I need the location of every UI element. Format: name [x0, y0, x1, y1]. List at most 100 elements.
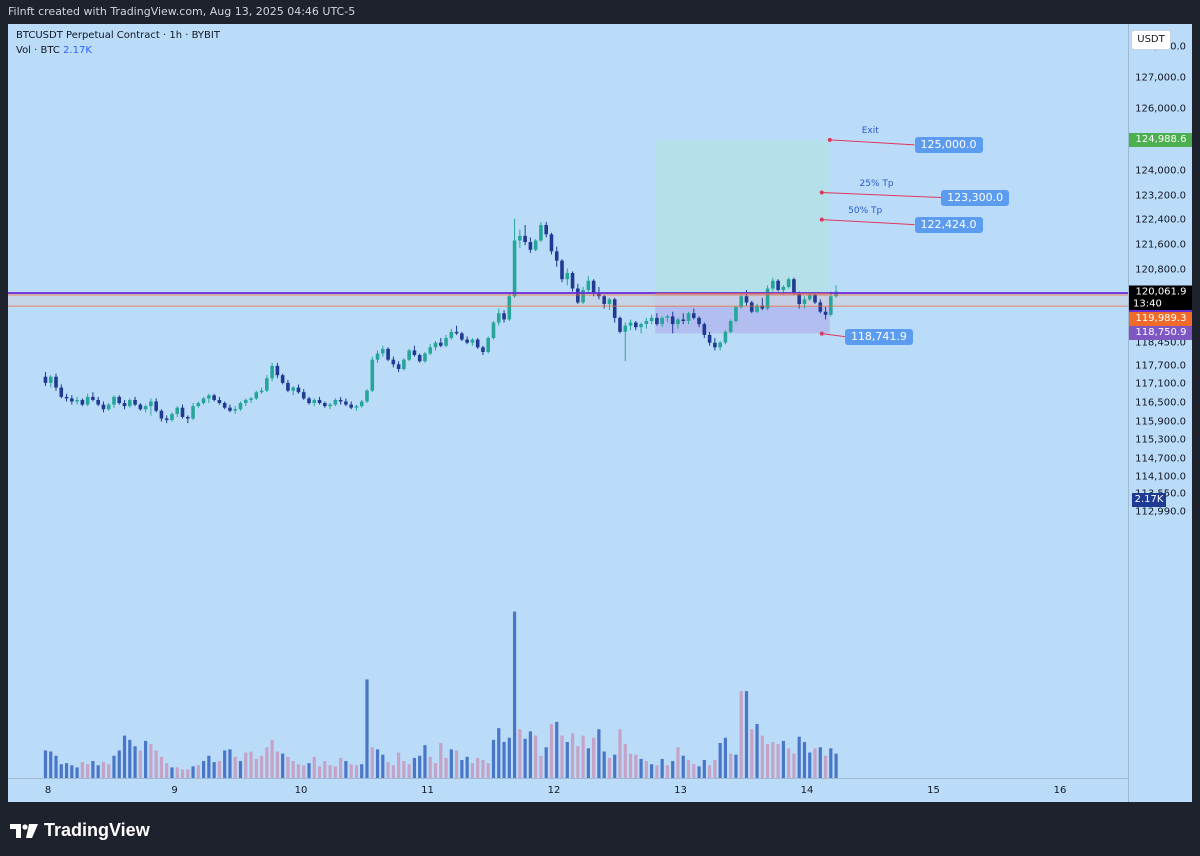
candle-body	[265, 378, 269, 391]
volume-bar	[534, 735, 538, 778]
volume-bar	[718, 743, 722, 778]
volume-bar	[238, 761, 243, 778]
candle-body	[771, 280, 775, 289]
time-tick-label: 8	[44, 785, 52, 796]
candle-body	[254, 392, 259, 399]
candlestick-chart[interactable]	[8, 24, 1128, 802]
volume-bar	[122, 735, 127, 778]
volume-bar	[454, 750, 459, 778]
volume-bar	[671, 761, 675, 778]
level-price-tag[interactable]: 118,741.9	[844, 328, 913, 345]
volume-bar	[49, 751, 53, 778]
volume-bar	[191, 766, 195, 778]
volume-bar	[375, 749, 380, 778]
candle-body	[175, 407, 180, 414]
candle-body	[106, 404, 111, 410]
price-axis-badge: 119,989.3	[1129, 311, 1192, 326]
tradingview-logo[interactable]: TradingView	[10, 820, 150, 841]
candle-body	[465, 339, 469, 343]
candle-body	[486, 338, 491, 352]
volume-bar	[407, 764, 411, 778]
volume-bar	[634, 754, 638, 778]
candle-body	[407, 350, 411, 360]
volume-bar	[107, 764, 111, 778]
price-tick-label: 112,990.0	[1135, 506, 1186, 518]
candle-body	[660, 317, 664, 325]
candle-body	[444, 338, 448, 346]
volume-bar	[565, 741, 569, 778]
volume-bar	[808, 752, 812, 778]
volume-bar	[713, 759, 717, 778]
legend-volume[interactable]: Vol · BTC 2.17K	[16, 45, 92, 56]
level-connector	[821, 219, 915, 226]
candle-body	[259, 390, 264, 393]
currency-button[interactable]: USDT	[1131, 30, 1171, 50]
candle-body	[792, 279, 796, 294]
volume-bar	[370, 747, 374, 778]
candle-body	[823, 311, 828, 315]
volume-bar	[518, 729, 522, 778]
volume-bar	[270, 739, 274, 778]
volume-bar	[233, 756, 237, 778]
candle-body	[749, 302, 754, 312]
level-price-tag[interactable]: 122,424.0	[914, 216, 983, 233]
volume-bar	[133, 746, 137, 778]
candle-body	[212, 395, 216, 400]
candle-body	[91, 396, 95, 400]
volume-bar	[170, 767, 174, 778]
candle-body	[128, 399, 132, 407]
volume-bar	[428, 756, 432, 778]
candle-body	[644, 320, 649, 325]
volume-bar	[813, 748, 817, 778]
candle-body	[781, 286, 786, 291]
time-axis[interactable]: 8 9 10 11 12 13 14 15 16	[8, 778, 1128, 802]
price-axis[interactable]: 128,000.0127,000.0126,000.0124,000.0123,…	[1128, 24, 1192, 802]
candle-body	[85, 396, 90, 405]
target-zone	[655, 140, 830, 294]
candle-body	[612, 299, 617, 318]
price-tick-label: 120,800.0	[1135, 264, 1186, 276]
candle-body	[375, 353, 380, 360]
level-connector	[821, 333, 846, 338]
candle-body	[676, 319, 680, 325]
volume-bar	[744, 691, 749, 778]
candle-body	[813, 294, 817, 303]
volume-bar	[117, 750, 121, 778]
volume-bar	[823, 755, 828, 778]
candle-body	[391, 359, 396, 365]
volume-bar	[523, 738, 527, 778]
candle-body	[201, 398, 206, 404]
candle-body	[544, 225, 548, 235]
volume-bar	[333, 766, 337, 778]
candle-body	[449, 331, 454, 339]
volume-bar	[528, 731, 532, 778]
volume-bar	[138, 750, 142, 778]
volume-bar	[80, 762, 84, 778]
plot-area[interactable]: BTCUSDT Perpetual Contract · 1h · BYBIT …	[8, 24, 1128, 802]
volume-bar	[570, 733, 575, 778]
price-tick-label: 127,000.0	[1135, 72, 1186, 84]
price-axis-badge: 118,750.9	[1129, 326, 1192, 341]
volume-bar	[818, 747, 822, 778]
volume-bar	[460, 759, 464, 778]
candle-body	[681, 319, 686, 321]
candle-body	[307, 398, 311, 404]
legend-symbol[interactable]: BTCUSDT Perpetual Contract · 1h · BYBIT	[16, 30, 220, 41]
volume-bar	[418, 755, 422, 778]
volume-bar	[101, 762, 106, 778]
level-price-tag[interactable]: 125,000.0	[914, 136, 983, 153]
volume-bar	[771, 741, 775, 778]
price-tick-label: 114,700.0	[1135, 453, 1186, 465]
volume-bar	[381, 754, 385, 778]
price-tick-label: 126,000.0	[1135, 103, 1186, 115]
time-tick-label: 12	[547, 785, 561, 796]
volume-bar	[223, 750, 227, 778]
candle-body	[765, 288, 770, 309]
volume-bar	[481, 759, 485, 778]
volume-bar	[681, 755, 685, 778]
candle-body	[454, 331, 459, 334]
level-price-tag[interactable]: 123,300.0	[941, 189, 1010, 206]
time-tick-label: 11	[421, 785, 434, 796]
candle-body	[776, 280, 780, 291]
volume-bar	[349, 764, 353, 778]
